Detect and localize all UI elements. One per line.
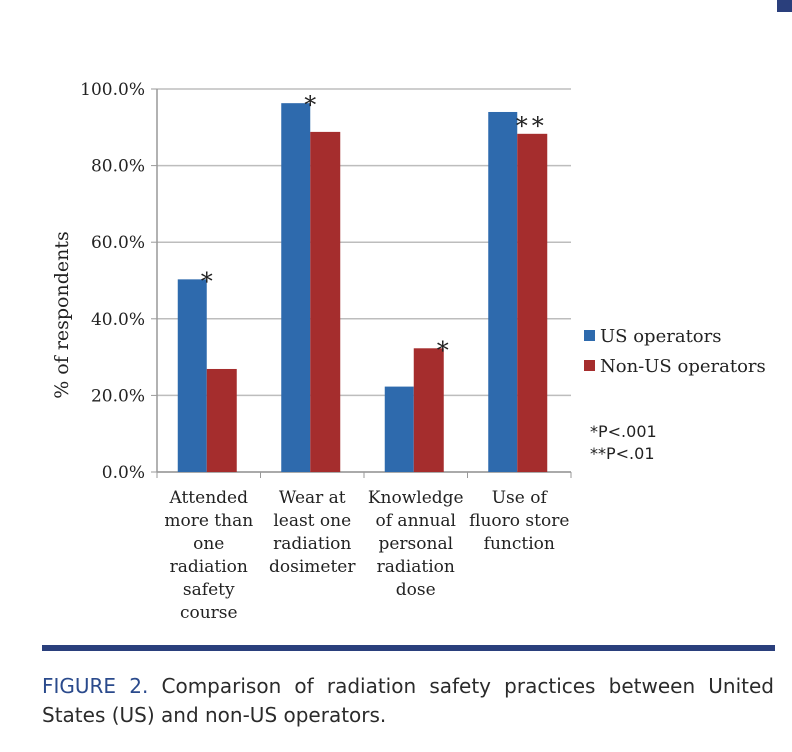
significance-marker: *	[201, 267, 213, 295]
bar-us	[488, 111, 518, 472]
significance-note: **P<.01	[590, 444, 655, 463]
figure-caption: FIGURE 2. Comparison of radiation safety…	[42, 672, 774, 730]
x-tick-label: Knowledge of annual personal radiation dose	[368, 488, 464, 600]
bar-non-us	[206, 368, 237, 472]
x-tick-label: Attended more than one radiation safety cours…	[164, 488, 253, 623]
bar-non-us	[413, 348, 444, 472]
legend-label: Non-US operators	[600, 356, 766, 377]
y-tick-label: 0.0%	[102, 463, 145, 483]
significance-marker: **	[516, 112, 548, 140]
x-tick-label: Use of fluoro store function	[469, 488, 569, 554]
bar-chart: 0.0% 20.0% 40.0% 60.0% 80.0% 100.0% Attended mo…	[51, 80, 766, 623]
y-tick-label: 100.0%	[80, 80, 145, 100]
y-tick-label: 40.0%	[91, 310, 145, 330]
bar-non-us	[517, 133, 548, 472]
significance-marker: *	[304, 91, 316, 119]
caption-label: FIGURE 2.	[42, 674, 149, 698]
significance-note: *P<.001	[590, 422, 657, 441]
significance-marker: *	[437, 336, 449, 364]
caption-text: Comparison of radiation safety practices…	[42, 674, 775, 727]
y-tick-label: 20.0%	[91, 386, 145, 406]
x-tick-label: Wear at least one radiation dosimeter	[269, 488, 356, 577]
bar-non-us	[310, 131, 341, 472]
legend-swatch	[584, 360, 595, 371]
y-axis-title: % of respondents	[51, 231, 73, 399]
y-tick-label: 60.0%	[91, 233, 145, 253]
y-tick-label: 80.0%	[91, 157, 145, 177]
bar-us	[281, 103, 311, 473]
legend-swatch	[584, 330, 595, 341]
caption-rule	[42, 645, 775, 651]
legend-label: US operators	[600, 326, 721, 347]
bar-us	[177, 279, 207, 472]
corner-mark	[777, 0, 792, 12]
bar-us	[384, 386, 414, 472]
